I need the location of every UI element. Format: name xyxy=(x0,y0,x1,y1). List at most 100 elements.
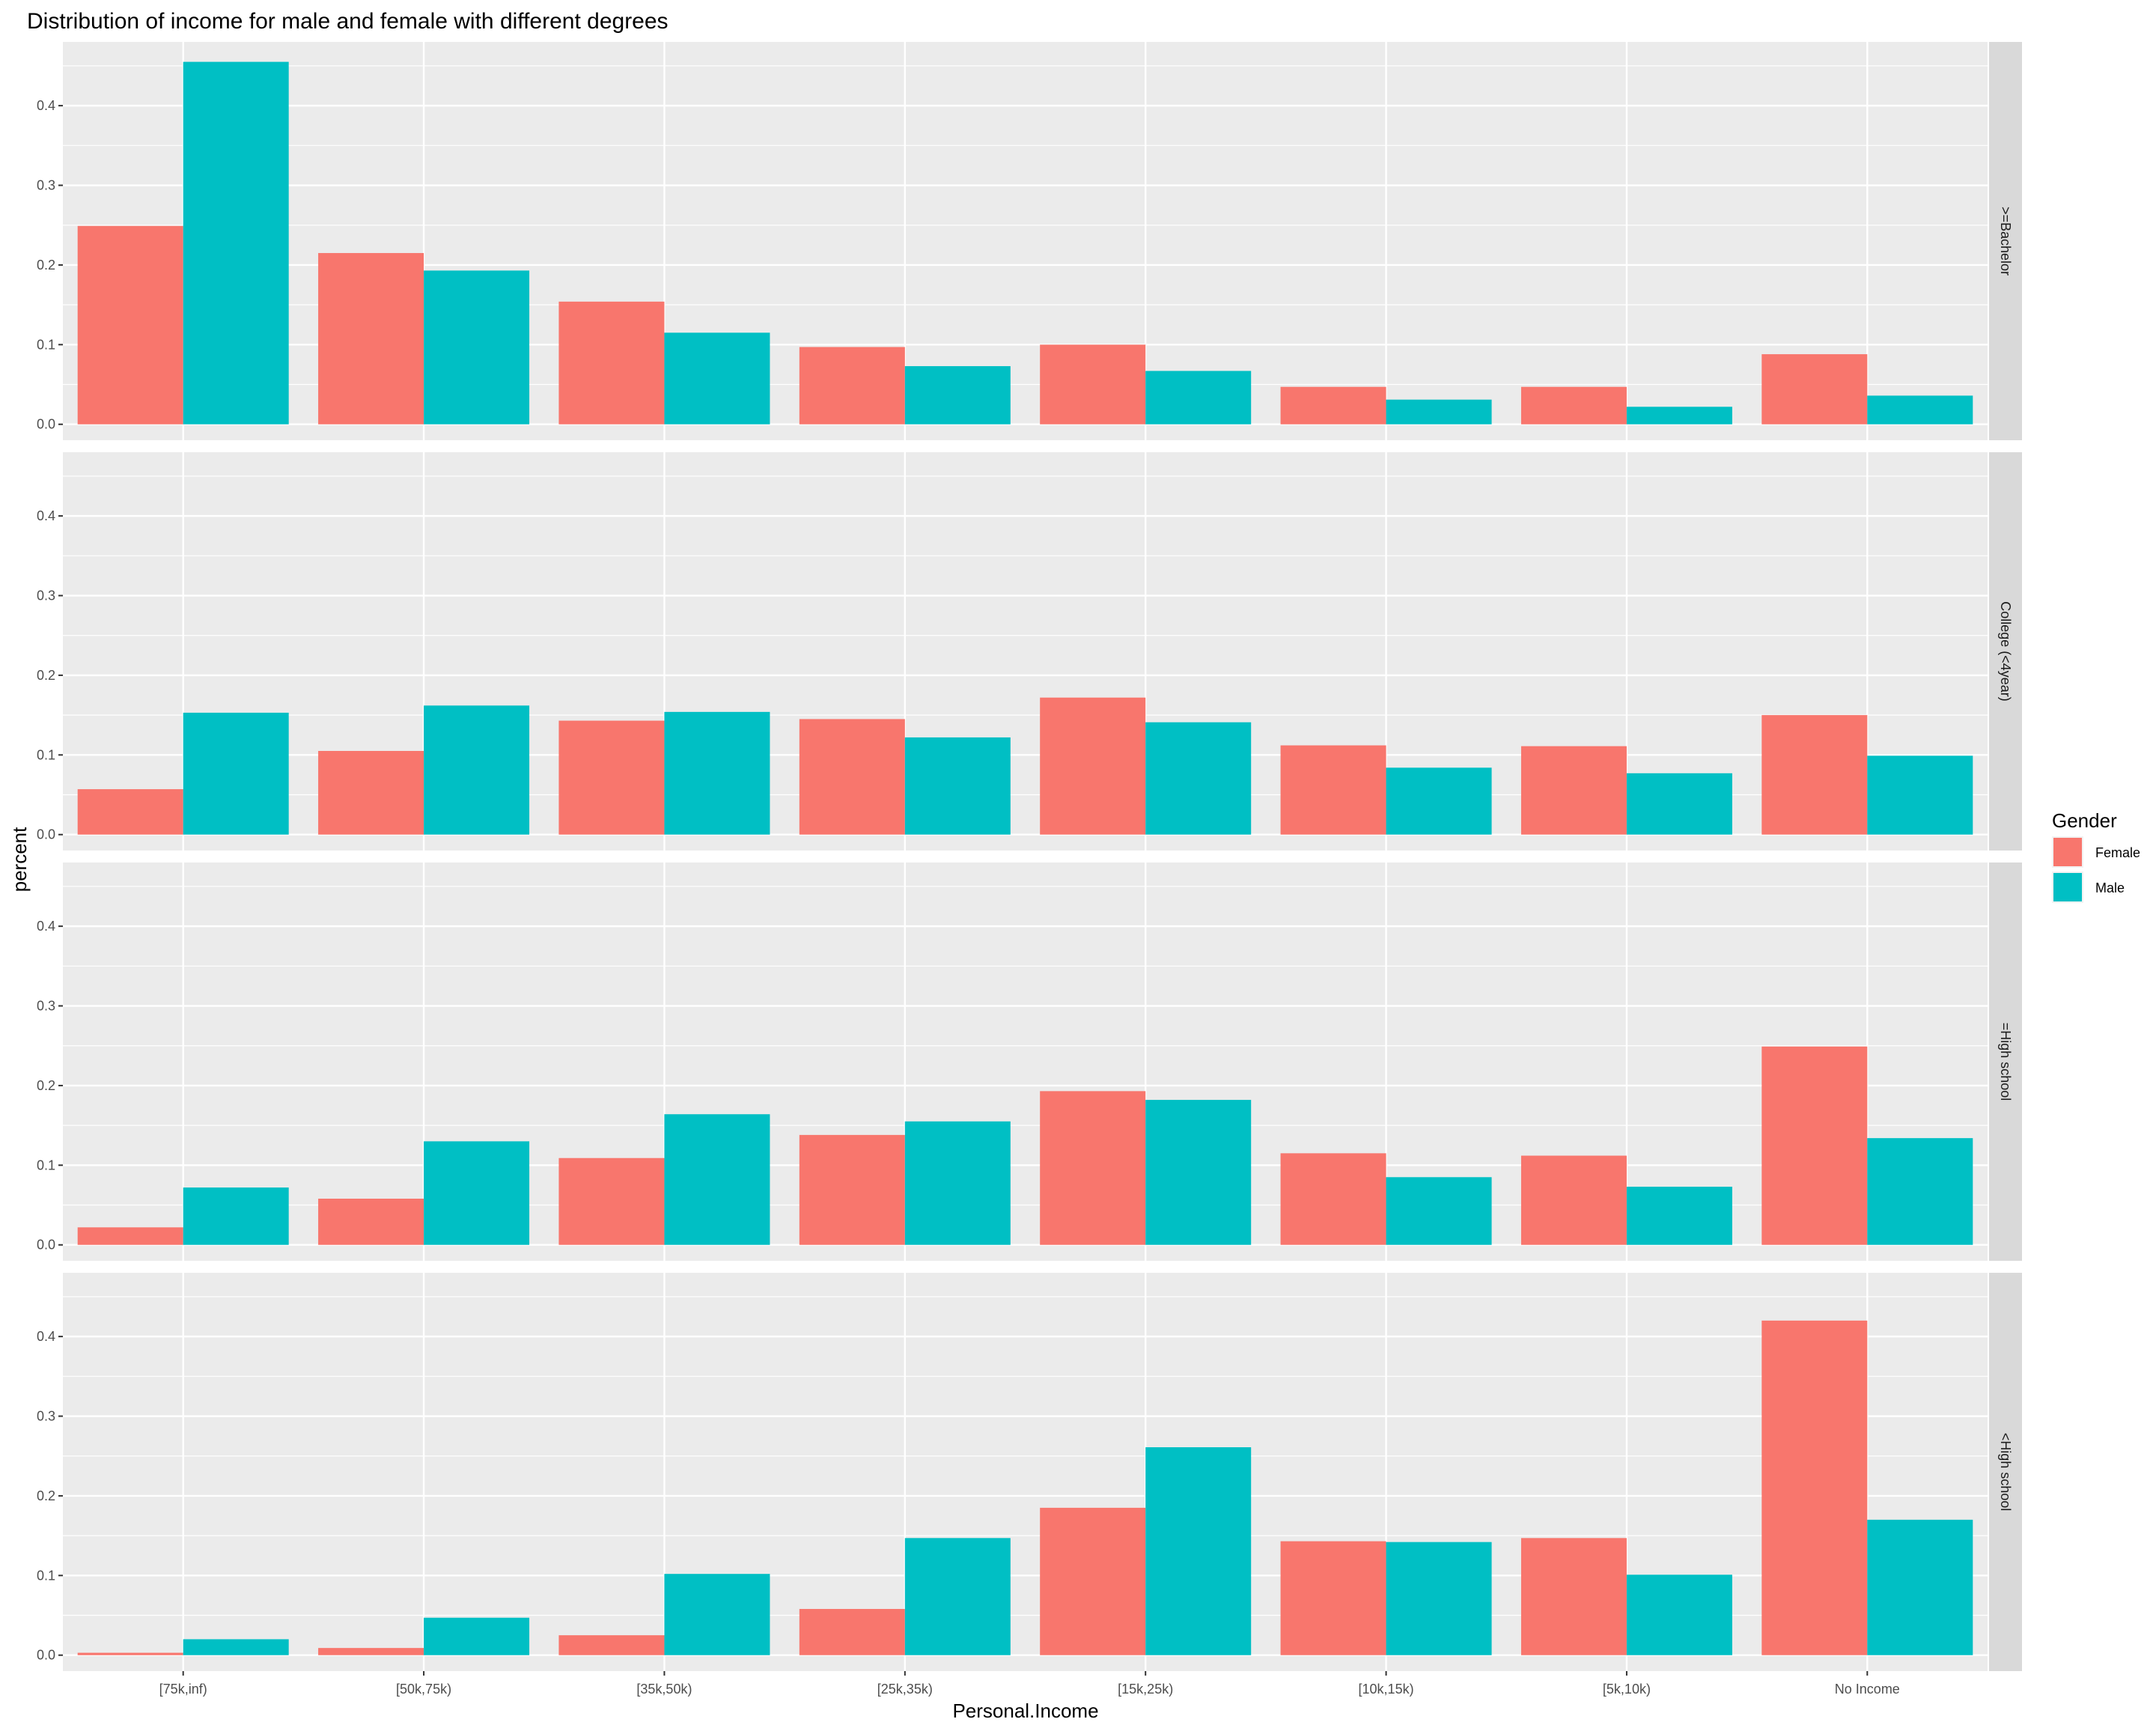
bar-male xyxy=(664,1114,770,1245)
y-tick-label: 0.4 xyxy=(37,919,55,934)
bar-male xyxy=(1145,1447,1252,1655)
bar-female xyxy=(799,1134,905,1245)
bar-male xyxy=(424,1141,530,1245)
y-tick-label: 0.4 xyxy=(37,98,55,113)
chart-title: Distribution of income for male and fema… xyxy=(27,9,669,34)
y-tick-label: 0.3 xyxy=(37,588,55,603)
facet-strip xyxy=(1989,862,2022,1261)
facet-strip-label: >=Bachelor xyxy=(1998,207,2013,276)
bar-female xyxy=(1761,1046,1868,1245)
bar-female xyxy=(1280,386,1386,425)
y-tick-label: 0.2 xyxy=(37,668,55,683)
bar-male xyxy=(424,705,530,835)
y-tick-label: 0.3 xyxy=(37,1409,55,1424)
bar-female xyxy=(77,1652,183,1655)
legend-swatch-female xyxy=(2053,838,2082,866)
bar-female xyxy=(1520,1538,1627,1655)
bar-female xyxy=(1520,746,1627,835)
bar-male xyxy=(1386,399,1492,425)
bar-male xyxy=(1386,1177,1492,1245)
bar-male xyxy=(1145,371,1252,425)
x-tick-label: [15k,25k) xyxy=(1118,1682,1173,1697)
legend-label-male: Male xyxy=(2095,880,2125,895)
bar-female xyxy=(799,347,905,425)
bar-male xyxy=(1626,407,1732,425)
bar-male xyxy=(183,1187,289,1245)
bar-female xyxy=(799,719,905,835)
bar-male xyxy=(904,366,1011,425)
bar-male xyxy=(664,1574,770,1655)
bar-female xyxy=(558,301,665,425)
bar-male xyxy=(1386,1542,1492,1655)
y-tick-label: 0.2 xyxy=(37,1078,55,1093)
facet-strip-label: <High school xyxy=(1998,1433,2013,1512)
bar-female xyxy=(1280,745,1386,835)
facet-panels: 0.0 0.1 0.2 0.3 0.4 >=Bachelor 0.0 0.1 0.2 0.3 0.4… xyxy=(37,42,2022,1671)
bar-female xyxy=(77,1227,183,1245)
bar-male xyxy=(1626,1187,1732,1245)
legend-title: Gender xyxy=(2052,809,2117,832)
bar-female xyxy=(318,1199,424,1245)
bar-male xyxy=(1145,1100,1252,1245)
y-tick-label: 0.1 xyxy=(37,747,55,762)
bar-female xyxy=(799,1609,905,1655)
x-tick-label: [75k,inf) xyxy=(159,1682,207,1697)
bar-female xyxy=(318,751,424,835)
bar-female xyxy=(1040,344,1146,425)
bar-male xyxy=(1867,755,1973,835)
y-tick-label: 0.1 xyxy=(37,1568,55,1583)
legend: Gender Female Male xyxy=(2052,809,2140,903)
bar-male xyxy=(904,1538,1011,1655)
bar-female xyxy=(1520,386,1627,425)
y-tick-label: 0.0 xyxy=(37,1648,55,1663)
bar-female xyxy=(558,1635,665,1655)
bar-male xyxy=(1626,773,1732,835)
y-tick-label: 0.2 xyxy=(37,258,55,273)
bar-male xyxy=(1386,767,1492,835)
bar-male xyxy=(664,711,770,835)
bar-male xyxy=(183,61,289,425)
bar-female xyxy=(1040,1507,1146,1655)
bar-male xyxy=(904,1121,1011,1245)
bar-male xyxy=(904,737,1011,835)
bar-female xyxy=(1520,1155,1627,1245)
bar-male xyxy=(183,712,289,835)
bar-male xyxy=(183,1639,289,1655)
x-axis: [75k,inf) [50k,75k) [35k,50k) [25k,35k) [15k… xyxy=(159,1671,1900,1697)
y-tick-label: 0.0 xyxy=(37,1238,55,1253)
facet-strip xyxy=(1989,1273,2022,1671)
facet-panel: 0.0 0.1 0.2 0.3 0.4 >=Bachelor xyxy=(37,42,2022,440)
x-axis-title: Personal.Income xyxy=(952,1700,1098,1722)
x-tick-label: [35k,50k) xyxy=(636,1682,692,1697)
legend-label-female: Female xyxy=(2095,845,2140,860)
bar-female xyxy=(1040,1091,1146,1245)
legend-swatch-male xyxy=(2053,873,2082,901)
y-tick-label: 0.1 xyxy=(37,337,55,352)
y-tick-label: 0.4 xyxy=(37,1329,55,1344)
bar-female xyxy=(1761,1320,1868,1655)
y-tick-label: 0.1 xyxy=(37,1157,55,1172)
bar-male xyxy=(1145,722,1252,835)
facet-strip xyxy=(1989,42,2022,440)
bar-male xyxy=(424,1617,530,1655)
bar-female xyxy=(1280,1153,1386,1245)
bar-male xyxy=(424,270,530,425)
facet-strip-label: College (<4year) xyxy=(1998,601,2013,702)
bar-male xyxy=(1867,1519,1973,1655)
bar-male xyxy=(1626,1575,1732,1655)
x-tick-label: [25k,35k) xyxy=(877,1682,933,1697)
bar-male xyxy=(1867,395,1973,425)
facet-strip xyxy=(1989,452,2022,851)
y-tick-label: 0.3 xyxy=(37,999,55,1014)
bar-female xyxy=(77,225,183,425)
y-axis-title: percent xyxy=(8,827,31,892)
x-tick-label: No Income xyxy=(1835,1682,1900,1697)
facet-panel: 0.0 0.1 0.2 0.3 0.4 <High school xyxy=(37,1273,2022,1671)
bar-female xyxy=(1761,354,1868,425)
facet-panel: 0.0 0.1 0.2 0.3 0.4 College (<4year) xyxy=(37,452,2022,851)
facet-strip-label: =High school xyxy=(1998,1023,2013,1101)
bar-female xyxy=(1040,697,1146,835)
x-tick-label: [5k,10k) xyxy=(1603,1682,1651,1697)
